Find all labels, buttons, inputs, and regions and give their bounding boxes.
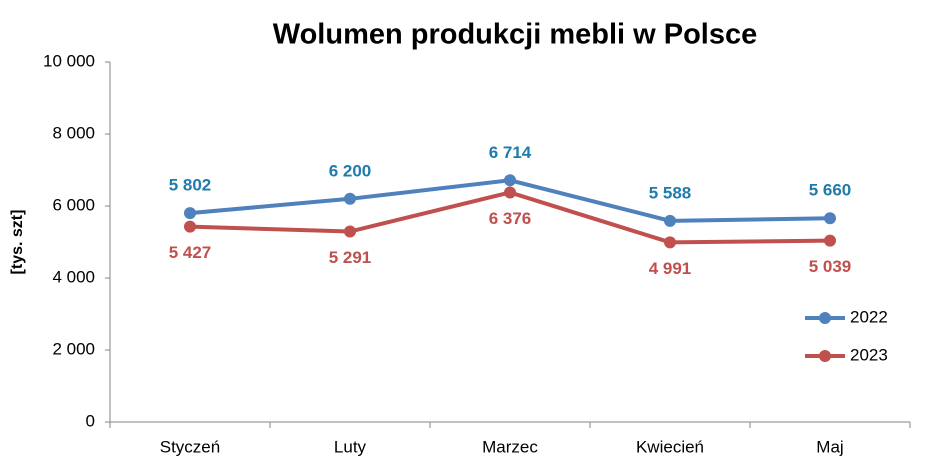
- value-label: 4 991: [649, 259, 692, 278]
- value-label: 5 427: [169, 243, 212, 262]
- point: [504, 174, 516, 187]
- y-tick-label: 0: [86, 411, 95, 430]
- point: [824, 212, 836, 225]
- value-label: 5 588: [649, 183, 692, 202]
- chart-title: Wolumen produkcji mebli w Polsce: [273, 19, 758, 51]
- x-tick-label: Styczeń: [160, 437, 220, 456]
- value-label: 5 291: [329, 248, 372, 267]
- y-tick-label: 8 000: [52, 123, 95, 142]
- point: [664, 214, 676, 227]
- point: [184, 220, 196, 233]
- point: [664, 236, 676, 249]
- x-tick-label: Luty: [334, 437, 367, 456]
- value-label: 6 714: [489, 143, 532, 162]
- x-tick-label: Kwiecień: [636, 437, 704, 456]
- y-axis-label: [tys. szt]: [9, 210, 26, 275]
- legend-label: 2023: [850, 345, 888, 364]
- y-tick-label: 4 000: [52, 267, 95, 286]
- value-label: 5 660: [809, 181, 852, 200]
- value-label: 6 200: [329, 161, 372, 180]
- value-label: 5 039: [809, 257, 852, 276]
- x-tick-label: Marzec: [482, 437, 538, 456]
- value-label: 6 376: [489, 209, 532, 228]
- legend-marker: [819, 312, 831, 324]
- y-tick-label: 10 000: [43, 51, 95, 70]
- value-label: 5 802: [169, 176, 212, 195]
- point: [504, 186, 516, 199]
- point: [344, 225, 356, 238]
- legend-label: 2022: [850, 307, 888, 326]
- point: [824, 234, 836, 247]
- legend-marker: [819, 350, 831, 362]
- point: [344, 192, 356, 205]
- point: [184, 207, 196, 220]
- x-tick-label: Maj: [816, 437, 843, 456]
- y-tick-label: 6 000: [52, 195, 95, 214]
- y-tick-label: 2 000: [52, 339, 95, 358]
